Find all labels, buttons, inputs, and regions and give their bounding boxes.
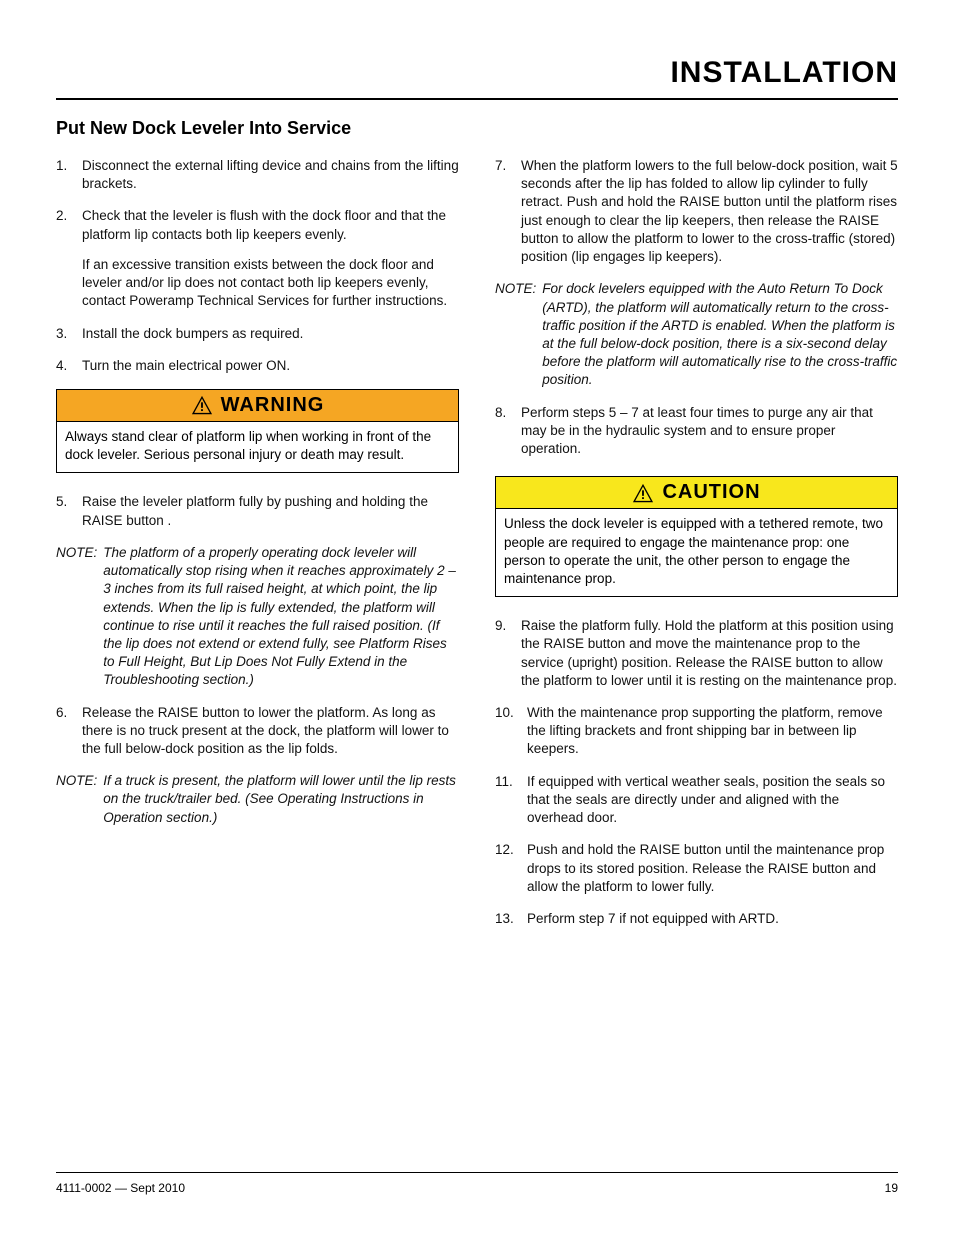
step-subtext: If an excessive transition exists betwee…: [82, 256, 459, 311]
note-text: The platform of a properly operating doc…: [103, 544, 459, 690]
note-1: NOTE: The platform of a properly operati…: [56, 544, 459, 690]
note-2: NOTE: If a truck is present, the platfor…: [56, 772, 459, 827]
step-text: Install the dock bumpers as required.: [82, 325, 459, 343]
step-text: If equipped with vertical weather seals,…: [527, 773, 898, 828]
step-number: 4.: [56, 357, 74, 375]
step-number: 7.: [495, 157, 513, 266]
step-7: 7. When the platform lowers to the full …: [495, 157, 898, 266]
caution-label: CAUTION: [662, 481, 760, 504]
step-number: 11.: [495, 773, 519, 828]
warning-body: Always stand clear of platform lip when …: [57, 422, 458, 472]
step-text: When the platform lowers to the full bel…: [521, 157, 898, 266]
caution-header: CAUTION: [496, 477, 897, 509]
step-4: 4. Turn the main electrical power ON.: [56, 357, 459, 375]
warning-callout: WARNING Always stand clear of platform l…: [56, 389, 459, 473]
left-column: 1. Disconnect the external lifting devic…: [56, 157, 459, 942]
step-9: 9. Raise the platform fully. Hold the pl…: [495, 617, 898, 690]
step-number: 12.: [495, 841, 519, 896]
footer-page-number: 19: [885, 1181, 898, 1195]
step-text: With the maintenance prop supporting the…: [527, 704, 898, 759]
step-1: 1. Disconnect the external lifting devic…: [56, 157, 459, 193]
step-text: Disconnect the external lifting device a…: [82, 157, 459, 193]
step-text: Raise the platform fully. Hold the platf…: [521, 617, 898, 690]
note-3: NOTE: For dock levelers equipped with th…: [495, 280, 898, 389]
hazard-icon: [191, 395, 213, 415]
step-number: 8.: [495, 404, 513, 459]
step-11: 11. If equipped with vertical weather se…: [495, 773, 898, 828]
footer-rule: [56, 1172, 898, 1173]
page-title: INSTALLATION: [56, 56, 898, 90]
section-title: Put New Dock Leveler Into Service: [56, 118, 898, 139]
step-3: 3. Install the dock bumpers as required.: [56, 325, 459, 343]
hazard-icon: [632, 483, 654, 503]
step-13: 13. Perform step 7 if not equipped with …: [495, 910, 898, 928]
step-text: Raise the leveler platform fully by push…: [82, 493, 459, 529]
step-8: 8. Perform steps 5 – 7 at least four tim…: [495, 404, 898, 459]
top-rule: [56, 98, 898, 100]
step-text: Push and hold the RAISE button until the…: [527, 841, 898, 896]
step-number: 1.: [56, 157, 74, 193]
step-6: 6. Release the RAISE button to lower the…: [56, 704, 459, 759]
step-5: 5. Raise the leveler platform fully by p…: [56, 493, 459, 529]
step-number: 9.: [495, 617, 513, 690]
note-label: NOTE:: [56, 772, 97, 827]
step-number: 5.: [56, 493, 74, 529]
step-number: 6.: [56, 704, 74, 759]
step-number: 3.: [56, 325, 74, 343]
warning-header: WARNING: [57, 390, 458, 422]
step-number: 13.: [495, 910, 519, 928]
step-text: Perform steps 5 – 7 at least four times …: [521, 404, 898, 459]
warning-label: WARNING: [221, 394, 325, 417]
note-label: NOTE:: [495, 280, 536, 389]
right-column: 7. When the platform lowers to the full …: [495, 157, 898, 942]
step-text: Turn the main electrical power ON.: [82, 357, 459, 375]
step-text: Perform step 7 if not equipped with ARTD…: [527, 910, 898, 928]
step-12: 12. Push and hold the RAISE button until…: [495, 841, 898, 896]
step-text: Check that the leveler is flush with the…: [82, 207, 459, 310]
step-text-main: Check that the leveler is flush with the…: [82, 208, 446, 241]
step-text: Release the RAISE button to lower the pl…: [82, 704, 459, 759]
content-columns: 1. Disconnect the external lifting devic…: [56, 157, 898, 942]
step-10: 10. With the maintenance prop supporting…: [495, 704, 898, 759]
caution-body: Unless the dock leveler is equipped with…: [496, 509, 897, 596]
footer-docid: 4111-0002 — Sept 2010: [56, 1181, 185, 1195]
page-footer: 4111-0002 — Sept 2010 19: [56, 1172, 898, 1195]
note-text: For dock levelers equipped with the Auto…: [542, 280, 898, 389]
caution-callout: CAUTION Unless the dock leveler is equip…: [495, 476, 898, 597]
note-text: If a truck is present, the platform will…: [103, 772, 459, 827]
note-label: NOTE:: [56, 544, 97, 690]
step-number: 10.: [495, 704, 519, 759]
step-2: 2. Check that the leveler is flush with …: [56, 207, 459, 310]
step-number: 2.: [56, 207, 74, 310]
